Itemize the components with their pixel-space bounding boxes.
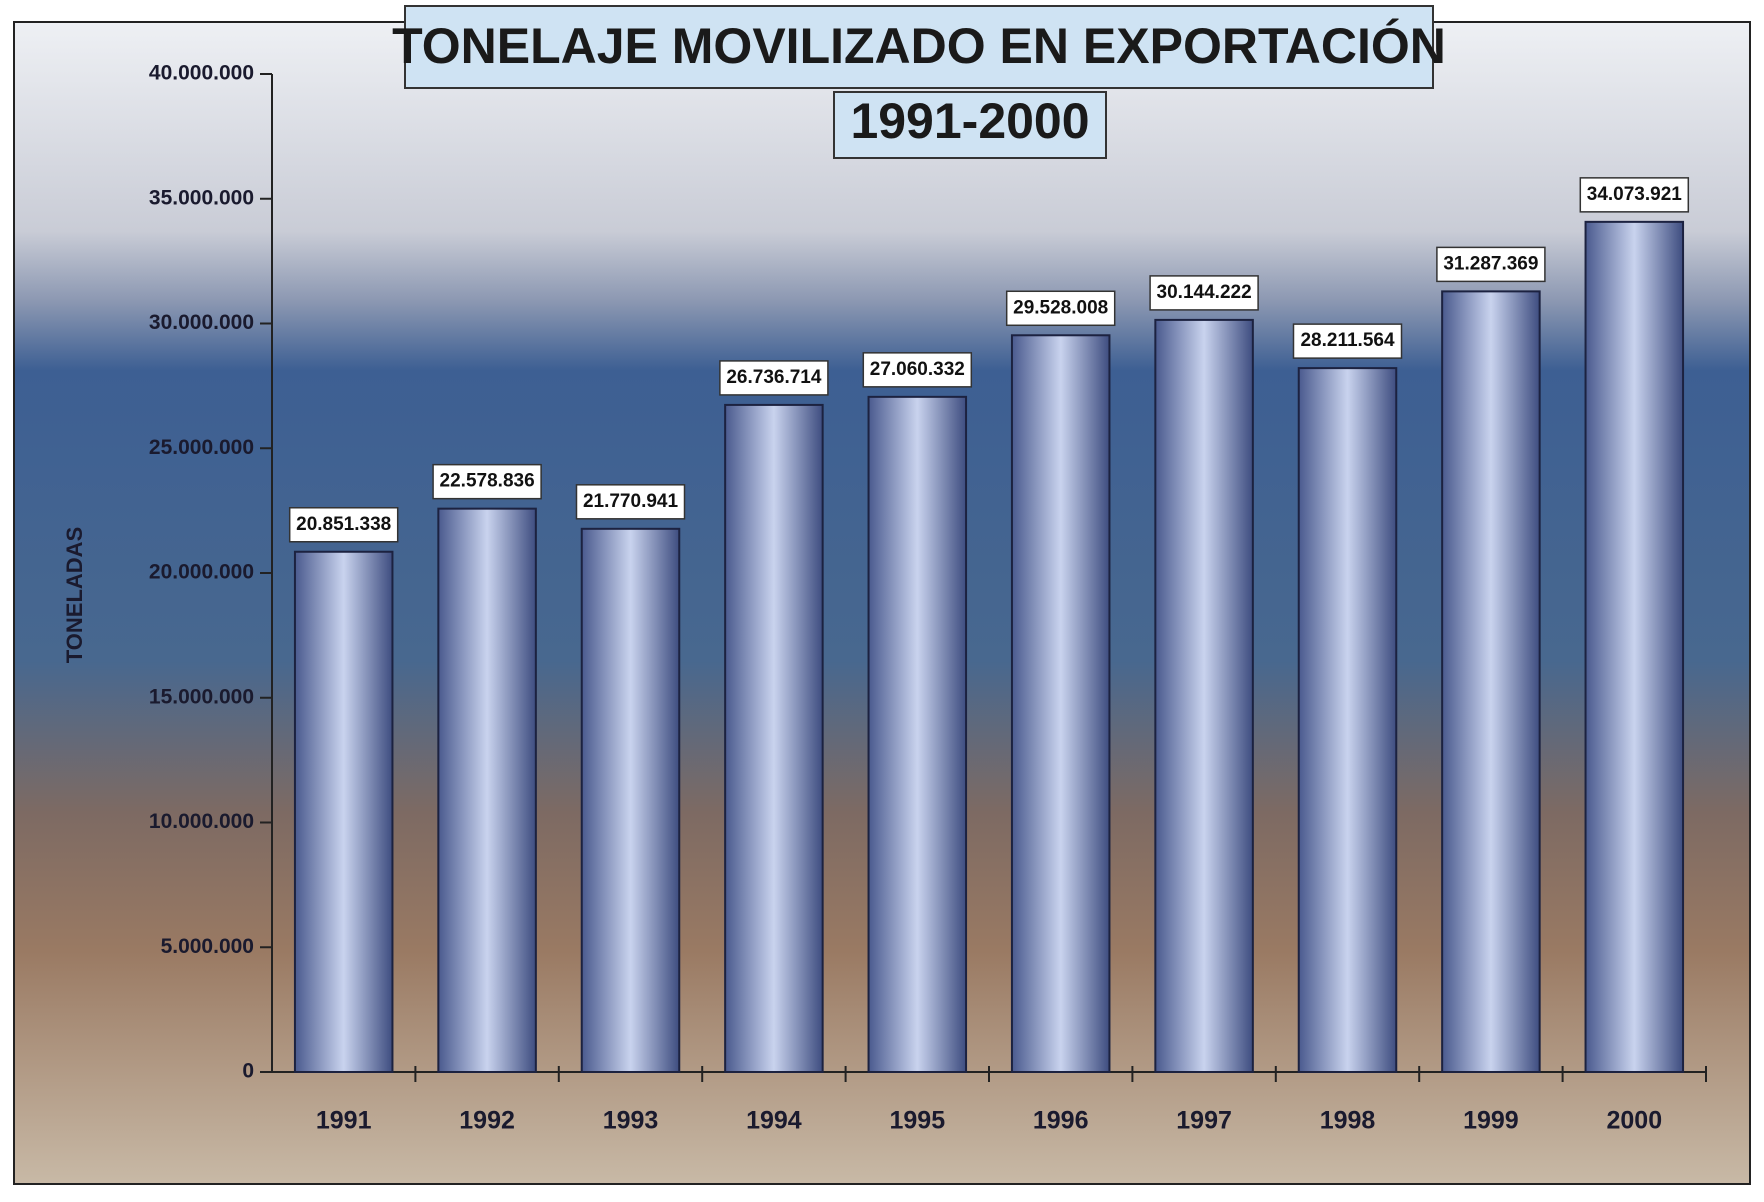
x-tick-label: 1994 [746,1107,802,1135]
y-tick-label: 40.000.000 [149,62,254,85]
bar [582,529,680,1072]
value-label: 30.144.222 [1157,282,1252,303]
x-tick-label: 1999 [1463,1107,1519,1135]
y-tick-label: 30.000.000 [149,311,254,334]
bar [1155,320,1253,1072]
bar [1012,335,1110,1072]
x-tick-label: 1991 [316,1107,372,1135]
y-tick-label: 25.000.000 [149,436,254,459]
x-tick-label: 1998 [1320,1107,1376,1135]
y-tick-label: 5.000.000 [161,935,254,958]
value-label: 20.851.338 [296,514,391,535]
x-tick-label: 1995 [889,1107,945,1135]
value-label: 26.736.714 [726,367,822,388]
bar [295,552,393,1072]
x-tick-label: 1992 [459,1107,515,1135]
x-tick-label: 2000 [1606,1107,1662,1135]
x-tick-label: 1997 [1176,1107,1232,1135]
chart-title: TONELAJE MOVILIZADO EN EXPORTACIÓN [392,18,1446,74]
bar [1299,368,1397,1072]
value-label: 28.211.564 [1300,330,1394,351]
y-tick-label: 15.000.000 [149,685,254,708]
y-tick-label: 0 [242,1060,254,1083]
y-tick-label: 35.000.000 [149,186,254,209]
value-label: 22.578.836 [440,471,535,492]
bar [438,509,536,1072]
value-label: 21.770.941 [583,491,679,512]
value-label: 29.528.008 [1013,297,1108,318]
bar [725,405,823,1072]
y-axis-label: TONELADAS [62,527,87,664]
bar [1442,291,1540,1072]
chart-subtitle: 1991-2000 [850,93,1089,149]
y-tick-label: 20.000.000 [149,561,254,584]
y-tick-label: 10.000.000 [149,810,254,833]
bar [1586,222,1684,1072]
x-tick-label: 1996 [1033,1107,1089,1135]
value-label: 27.060.332 [870,359,965,380]
page: {"chart_data": {"type": "bar", "title": … [0,0,1764,1202]
chart: TONELAJE MOVILIZADO EN EXPORTACIÓN 1991-… [0,0,1764,1202]
x-tick-label: 1993 [603,1107,659,1135]
value-label: 34.073.921 [1587,184,1683,205]
bar [869,397,967,1072]
value-label: 31.287.369 [1443,253,1538,274]
